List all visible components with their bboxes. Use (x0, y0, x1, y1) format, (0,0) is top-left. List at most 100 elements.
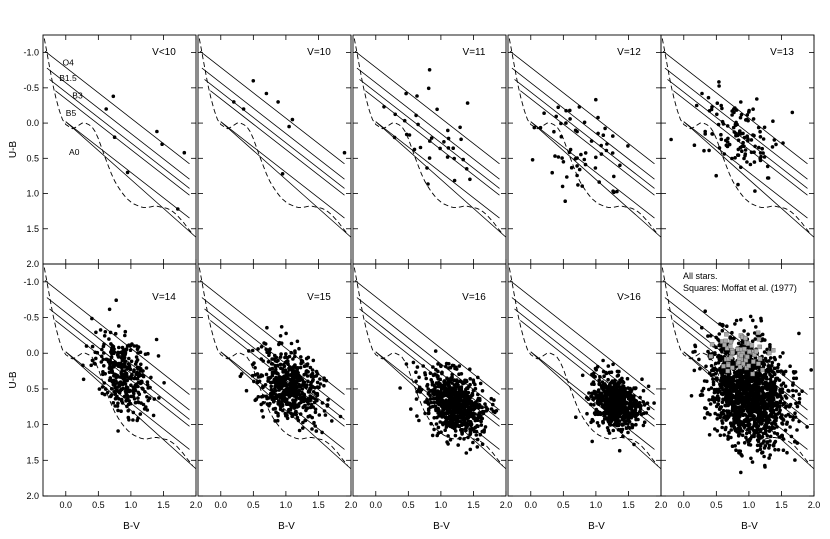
data-point (444, 398, 449, 403)
data-point (307, 388, 312, 392)
data-point (781, 351, 785, 355)
data-point (604, 401, 608, 406)
data-point (480, 405, 484, 410)
data-point (791, 370, 796, 374)
data-point (284, 331, 288, 336)
data-point (274, 367, 278, 372)
data-point (765, 391, 770, 396)
data-point (620, 423, 625, 427)
reddening-line-o4 (199, 280, 345, 395)
data-point (440, 370, 444, 375)
reddening-line-b1.5 (356, 297, 500, 411)
data-point (716, 355, 720, 359)
data-point (414, 370, 418, 375)
data-point (809, 368, 813, 372)
data-point (275, 359, 279, 364)
data-point (411, 360, 416, 365)
data-point (265, 350, 269, 355)
data-point (530, 158, 535, 162)
data-point (111, 401, 116, 405)
data-point (753, 189, 757, 193)
data-point (131, 410, 136, 415)
data-point (433, 349, 438, 353)
data-point (615, 369, 620, 374)
data-point (615, 374, 620, 378)
data-point (425, 166, 429, 170)
data-point (580, 373, 585, 378)
x-tick-label: 0.5 (710, 500, 723, 510)
data-point (135, 370, 139, 375)
data-point (711, 368, 716, 373)
data-point (444, 364, 448, 369)
moffat-square (757, 344, 762, 350)
reddening-line-o4 (44, 50, 190, 165)
data-point (424, 376, 429, 381)
data-point (767, 446, 771, 450)
data-point (263, 383, 268, 387)
data-point (701, 386, 706, 391)
data-point (626, 144, 630, 148)
data-point (456, 411, 460, 415)
data-point (614, 389, 619, 394)
data-point (435, 392, 440, 397)
data-point (139, 362, 143, 367)
data-point (750, 339, 755, 344)
data-point (276, 411, 280, 416)
data-point (766, 387, 771, 391)
x-axis-label: B-V (433, 521, 450, 532)
data-point (721, 397, 725, 402)
data-point (767, 383, 772, 388)
data-point (742, 329, 746, 333)
data-point (727, 396, 731, 401)
data-point (733, 156, 737, 160)
data-point (791, 418, 795, 422)
data-point (471, 440, 475, 445)
moffat-square (730, 350, 735, 355)
data-point (124, 348, 128, 352)
data-point (285, 383, 289, 388)
note-line-2: Squares: Moffat et al. (1977) (683, 283, 797, 293)
data-point (491, 402, 495, 407)
data-point (456, 393, 460, 398)
data-point (746, 137, 750, 141)
data-point (427, 68, 432, 72)
data-point (288, 407, 293, 412)
data-point (439, 397, 444, 401)
data-point (232, 100, 236, 104)
data-point (109, 387, 114, 391)
data-point (732, 130, 737, 134)
data-point (294, 403, 299, 408)
data-point (719, 386, 724, 390)
data-point (295, 339, 300, 344)
data-point (103, 392, 107, 397)
data-point (466, 390, 471, 395)
panel-10: 0.0 0.5 1.0 1.5 2.0 B-V All stars. Squares: Mof… (660, 263, 820, 532)
data-point (312, 420, 316, 425)
data-point (727, 430, 731, 435)
data-point (782, 401, 787, 405)
data-point (721, 323, 725, 328)
data-point (715, 417, 719, 421)
data-point (781, 448, 786, 453)
data-point (770, 369, 775, 374)
data-point (759, 428, 763, 432)
data-point (124, 391, 128, 396)
data-point (743, 413, 748, 417)
data-point (446, 128, 450, 133)
moffat-square (749, 343, 755, 348)
data-point (716, 402, 720, 407)
x-tick-label: 1.5 (312, 500, 325, 510)
data-point (618, 404, 623, 409)
data-point (652, 401, 656, 405)
data-point (703, 309, 707, 314)
reddening-line-b1.5 (46, 67, 190, 180)
data-point (604, 148, 609, 153)
data-point (693, 349, 697, 354)
data-point (118, 362, 123, 367)
data-point (692, 143, 697, 147)
intrinsic-sequence-curve (198, 267, 349, 467)
x-axis-label: B-V (278, 521, 295, 532)
data-point (415, 365, 420, 369)
data-point (279, 352, 283, 356)
data-point (112, 350, 117, 355)
